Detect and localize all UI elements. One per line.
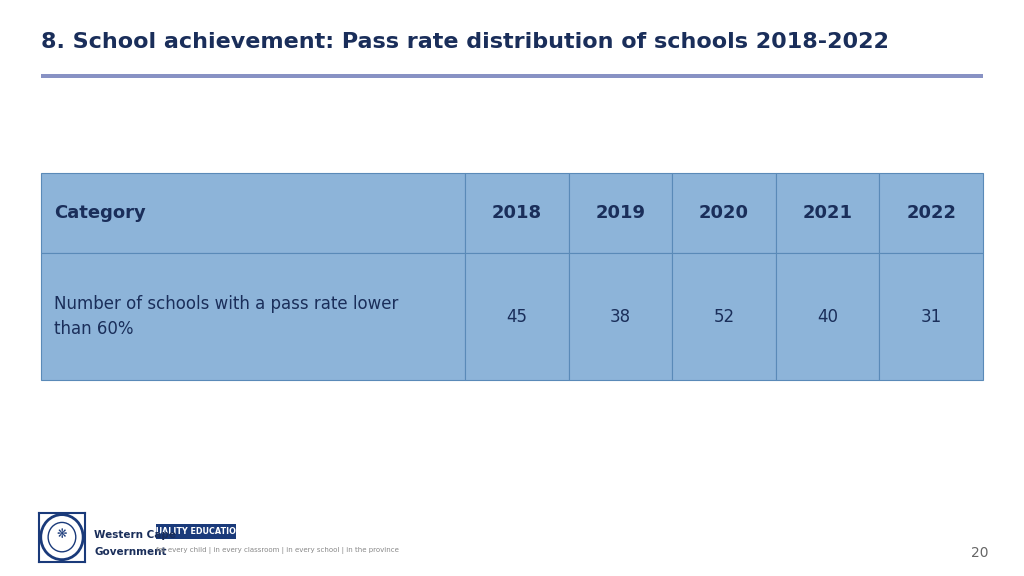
- Text: 20: 20: [971, 546, 988, 560]
- Text: Government: Government: [94, 547, 167, 557]
- Text: 2021: 2021: [803, 204, 853, 222]
- Text: for every child | in every classroom | in every school | in the province: for every child | in every classroom | i…: [156, 547, 398, 554]
- Text: 8. School achievement: Pass rate distribution of schools 2018-2022: 8. School achievement: Pass rate distrib…: [41, 32, 889, 52]
- Text: QUALITY EDUCATION: QUALITY EDUCATION: [148, 527, 243, 536]
- Text: Number of schools with a pass rate lower
than 60%: Number of schools with a pass rate lower…: [54, 295, 398, 338]
- Text: Western Cape: Western Cape: [94, 529, 176, 540]
- Text: 38: 38: [609, 308, 631, 326]
- Text: 2018: 2018: [492, 204, 542, 222]
- Text: ❋: ❋: [56, 528, 68, 541]
- Text: 52: 52: [714, 308, 734, 326]
- Text: 2019: 2019: [595, 204, 645, 222]
- Text: 2022: 2022: [906, 204, 956, 222]
- Text: 40: 40: [817, 308, 838, 326]
- Text: 31: 31: [921, 308, 942, 326]
- Text: Category: Category: [54, 204, 146, 222]
- Text: 2020: 2020: [699, 204, 749, 222]
- Text: 45: 45: [506, 308, 527, 326]
